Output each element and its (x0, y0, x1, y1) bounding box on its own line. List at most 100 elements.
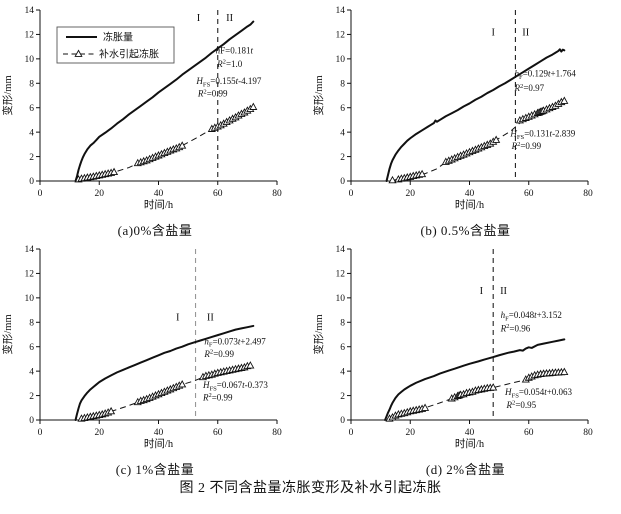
open-triangle-marker (420, 403, 429, 411)
subplot-a: 0 20 40 60 80 0 2 4 6 8 10 12 14 时间/h 变形/mm I II hF=0.181… (0, 0, 310, 239)
y-tick-label: 6 (340, 104, 345, 114)
zone-label-i: I (479, 286, 483, 297)
y-tick-label: 14 (25, 245, 35, 255)
y-tick-label: 12 (335, 31, 345, 41)
x-tick-label: 80 (583, 189, 593, 199)
zone-label-ii: II (207, 312, 214, 323)
frost-heave-curve (74, 324, 255, 421)
open-triangle-marker (488, 383, 497, 391)
y-axis-label: 变形/mm (1, 75, 14, 115)
water-induced-trend-line (78, 106, 254, 181)
fit-equation: R2=0.99 (202, 392, 233, 402)
legend-label-frost-heave: 冻胀量 (103, 31, 133, 44)
subplot-grid: 0 20 40 60 80 0 2 4 6 8 10 12 14 时间/h 变形/mm I II hF=0.181… (0, 0, 621, 478)
open-triangle-marker (417, 169, 426, 178)
y-tick-label: 0 (340, 177, 345, 187)
x-tick-label: 80 (272, 428, 282, 438)
fit-equation: R2=0.99 (203, 349, 234, 359)
x-tick-label: 20 (95, 189, 105, 199)
fit-equation: R2=0.96 (499, 323, 530, 333)
legend-triangle-marker (74, 49, 83, 57)
fit-equation: R2=0.99 (197, 88, 228, 98)
zone-label-ii: II (500, 286, 507, 297)
zone-label-i: I (197, 13, 201, 24)
open-triangle-marker (178, 141, 187, 149)
y-tick-label: 4 (29, 367, 34, 377)
y-tick-label: 14 (335, 6, 345, 16)
y-tick-label: 8 (29, 318, 34, 328)
fit-equation: hF=0.129t+1.764 (514, 69, 576, 81)
frost-heave-curve (383, 338, 565, 421)
y-tick-label: 8 (340, 318, 345, 328)
y-tick-label: 2 (29, 153, 34, 163)
y-tick-label: 8 (340, 79, 345, 89)
zone-label-ii: II (226, 13, 233, 24)
y-tick-label: 10 (25, 294, 35, 304)
x-tick-label: 40 (154, 189, 164, 199)
subplot-b: 0 20 40 60 80 0 2 4 6 8 10 12 14 时间/h 变形/mm I II hF=0.129… (310, 0, 621, 239)
subplot-d: 0 20 40 60 80 0 2 4 6 8 10 12 14 时间/h 变形/mm I II hF=0.048… (310, 239, 621, 478)
x-tick-label: 0 (348, 428, 353, 438)
x-tick-label: 80 (583, 428, 593, 438)
y-tick-label: 8 (29, 79, 34, 89)
y-tick-label: 10 (25, 55, 35, 65)
subplot-c: 0 20 40 60 80 0 2 4 6 8 10 12 14 时间/h 变形/mm I II hF=0.073… (0, 239, 310, 478)
x-tick-label: 20 (405, 189, 415, 199)
fit-equation: R2=0.99 (510, 141, 541, 151)
frost-heave-curve (74, 20, 255, 182)
open-triangle-marker (107, 406, 116, 415)
fit-equation: HFS=0.054t+0.063 (504, 387, 573, 399)
y-tick-label: 14 (335, 245, 345, 255)
fit-equation: HFS=0.155t-4.197 (195, 76, 261, 88)
y-tick-label: 12 (25, 31, 35, 41)
y-tick-label: 10 (335, 294, 345, 304)
y-axis-label: 变形/mm (312, 314, 325, 354)
x-tick-label: 20 (95, 428, 105, 438)
x-axis-label: 时间/h (454, 437, 484, 450)
subplot-caption-d: (d) 2%含盐量 (425, 462, 506, 477)
zone-label-ii: II (522, 28, 529, 39)
fit-equation: HFS=0.131t-2.839 (509, 128, 575, 140)
open-triangle-marker (491, 135, 500, 143)
y-tick-label: 6 (340, 343, 345, 353)
y-tick-label: 0 (29, 177, 34, 187)
subplot-caption-b: (b) 0.5%含盐量 (420, 223, 511, 238)
frost-heave-curve (385, 48, 565, 182)
fit-equation: hF=0.048t+3.152 (500, 310, 561, 322)
x-tick-label: 0 (348, 189, 353, 199)
x-axis-label: 时间/h (144, 198, 174, 211)
y-tick-label: 2 (340, 392, 345, 402)
x-tick-label: 60 (213, 189, 223, 199)
x-tick-label: 80 (272, 189, 282, 199)
y-tick-label: 4 (340, 367, 345, 377)
fit-equation: R2=0.97 (513, 83, 544, 93)
y-tick-label: 2 (29, 392, 34, 402)
fit-equation: hF=0.181t (216, 45, 254, 55)
y-tick-label: 6 (29, 104, 34, 114)
x-tick-label: 60 (213, 428, 223, 438)
y-axis-label: 变形/mm (1, 314, 14, 354)
x-tick-label: 60 (524, 428, 534, 438)
y-tick-label: 4 (340, 128, 345, 138)
fit-equation: HFS=0.067t-0.373 (202, 380, 268, 392)
x-tick-label: 0 (38, 189, 43, 199)
x-tick-label: 20 (405, 428, 415, 438)
open-triangle-marker (559, 96, 568, 104)
fit-equation: R2=0.95 (505, 399, 536, 409)
y-tick-label: 12 (335, 270, 345, 280)
open-triangle-marker (246, 361, 255, 369)
y-tick-label: 0 (340, 416, 345, 426)
x-tick-label: 0 (38, 428, 43, 438)
y-axis-label: 变形/mm (312, 75, 325, 115)
y-tick-label: 10 (335, 55, 345, 65)
open-triangle-marker (178, 380, 187, 388)
open-triangle-marker (387, 175, 397, 184)
zone-label-i: I (176, 312, 180, 323)
x-tick-label: 60 (524, 189, 534, 199)
subplot-caption-c: (c) 1%含盐量 (115, 462, 195, 477)
y-tick-label: 6 (29, 343, 34, 353)
y-tick-label: 4 (29, 128, 34, 138)
